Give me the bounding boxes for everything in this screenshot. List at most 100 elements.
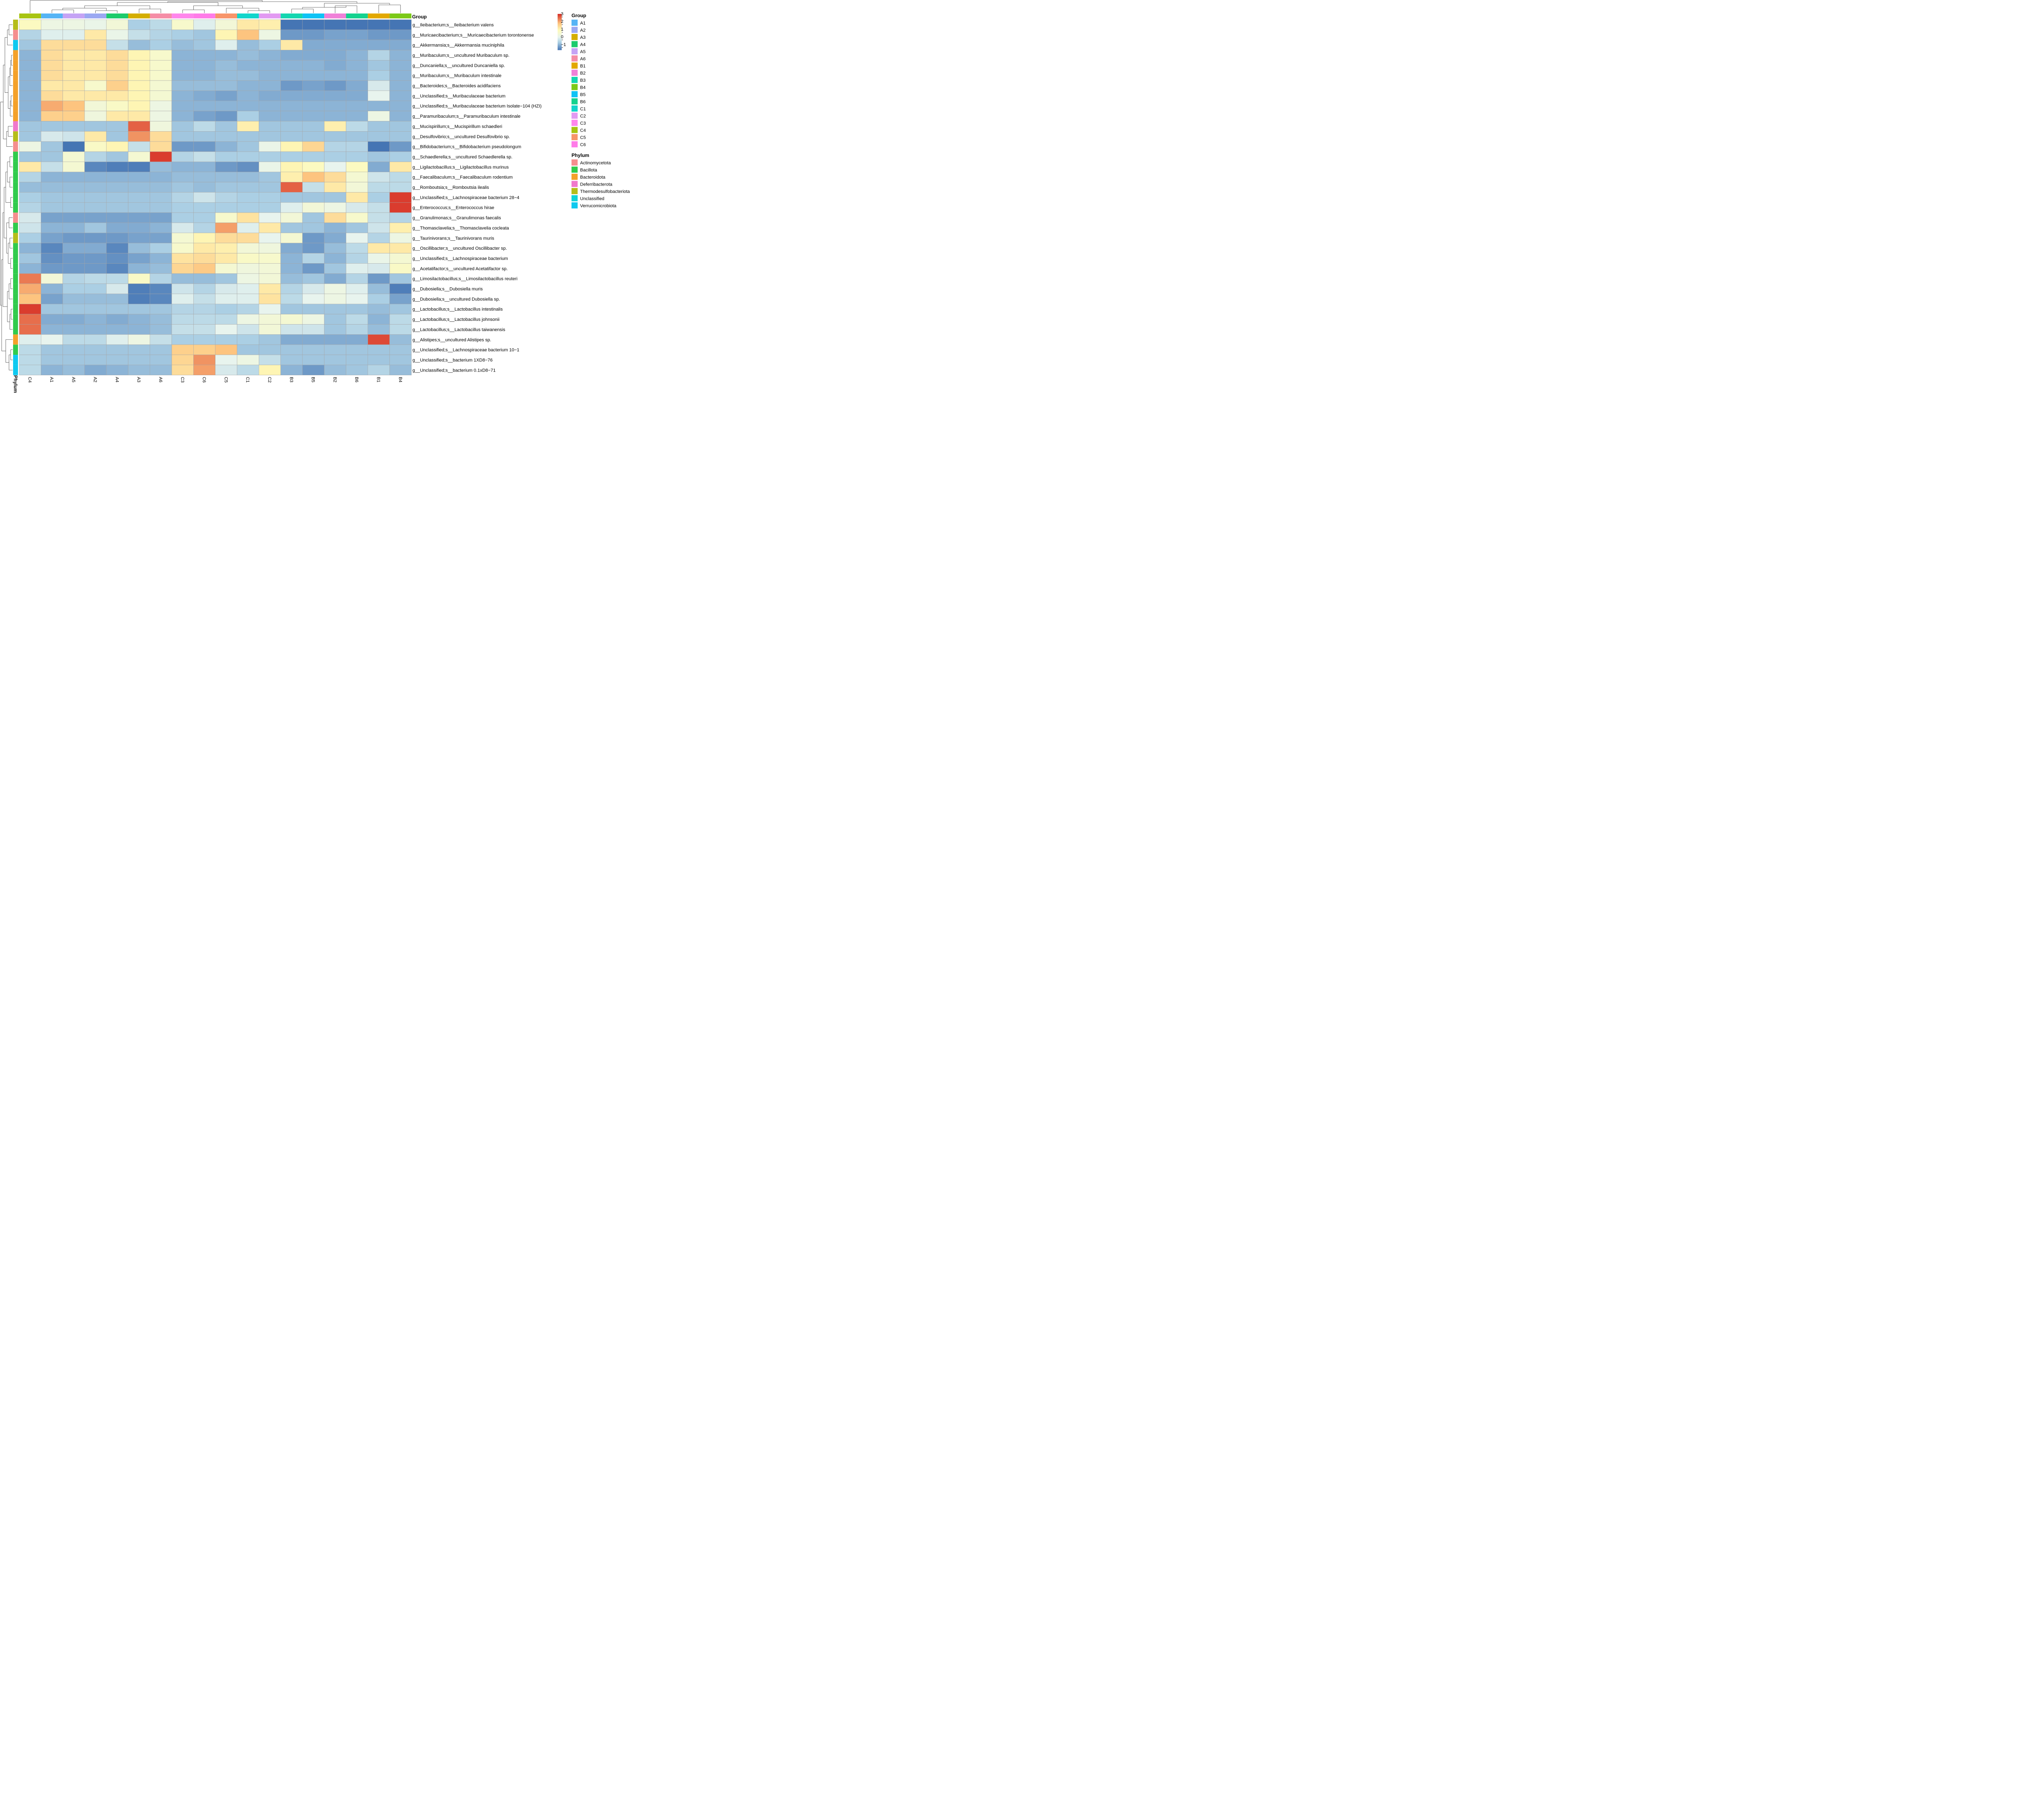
- group-annotation-cell: [259, 13, 281, 18]
- heatmap-cell: [128, 101, 150, 111]
- color-scale-segment: [558, 32, 562, 33]
- phylum-annotation-cell: [13, 50, 18, 60]
- heatmap-cell: [41, 273, 63, 284]
- row-label: g__Limosilactobacillus;s__Limosilactobac…: [412, 277, 518, 282]
- heatmap-cell: [19, 40, 41, 50]
- heatmap-cell: [128, 60, 150, 71]
- heatmap-cell: [389, 365, 412, 376]
- heatmap-cell: [171, 222, 194, 233]
- heatmap-cell: [128, 273, 150, 284]
- heatmap-cell: [324, 314, 346, 325]
- color-scale-segment: [558, 29, 562, 31]
- row-label: g__Muribaculum;s__Muribaculum intestinal…: [412, 74, 502, 78]
- heatmap-cell: [41, 365, 63, 376]
- heatmap-cell: [19, 19, 41, 30]
- heatmap-cell: [368, 40, 390, 50]
- heatmap-cell: [41, 212, 63, 223]
- heatmap-cell: [19, 101, 41, 111]
- phylum-legend-swatch: [572, 202, 578, 208]
- heatmap-cell: [237, 324, 259, 335]
- heatmap-cell: [63, 283, 85, 294]
- heatmap-cell: [389, 212, 412, 223]
- group-legend-swatch: [572, 63, 578, 69]
- heatmap-cell: [280, 365, 303, 376]
- heatmap-cell: [63, 111, 85, 121]
- heatmap-cell: [215, 344, 238, 355]
- heatmap-cell: [280, 101, 303, 111]
- heatmap-cell: [324, 273, 346, 284]
- heatmap-cell: [258, 365, 281, 376]
- heatmap-cell: [258, 253, 281, 264]
- heatmap-cell: [280, 80, 303, 91]
- heatmap-cell: [324, 334, 346, 345]
- heatmap-cell: [106, 222, 128, 233]
- heatmap-cell: [63, 141, 85, 152]
- color-scale-segment: [558, 22, 562, 23]
- color-scale-tick-label: 2: [561, 19, 563, 24]
- heatmap-cell: [215, 19, 238, 30]
- heatmap-cell: [346, 182, 368, 193]
- heatmap-cell: [19, 324, 41, 335]
- heatmap-cell: [215, 253, 238, 264]
- heatmap-cell: [368, 29, 390, 40]
- heatmap-cell: [368, 233, 390, 243]
- heatmap-cell: [84, 40, 107, 50]
- heatmap-cell: [346, 222, 368, 233]
- heatmap-cell: [128, 253, 150, 264]
- heatmap-cell: [237, 182, 259, 193]
- heatmap-cell: [324, 121, 346, 132]
- heatmap-cell: [106, 273, 128, 284]
- heatmap-cell: [150, 354, 172, 365]
- heatmap-cell: [368, 151, 390, 162]
- heatmap-cell: [258, 344, 281, 355]
- heatmap-cell: [128, 243, 150, 253]
- group-legend-label: B4: [580, 85, 585, 90]
- heatmap-cell: [237, 243, 259, 253]
- group-legend-label: B3: [580, 78, 585, 83]
- heatmap-cell: [346, 192, 368, 203]
- phylum-annotation-cell: [13, 101, 18, 111]
- heatmap-cell: [106, 40, 128, 50]
- heatmap-cell: [128, 19, 150, 30]
- heatmap-cell: [41, 161, 63, 172]
- heatmap-cell: [346, 111, 368, 121]
- heatmap-cell: [346, 344, 368, 355]
- heatmap-cell: [128, 29, 150, 40]
- color-scale-segment: [558, 16, 562, 17]
- heatmap-cell: [41, 334, 63, 345]
- heatmap-cell: [41, 233, 63, 243]
- heatmap-cell: [258, 182, 281, 193]
- phylum-legend-swatch: [572, 188, 578, 194]
- heatmap-cell: [324, 222, 346, 233]
- heatmap-cell: [150, 151, 172, 162]
- phylum-legend-swatch: [572, 195, 578, 202]
- heatmap-cell: [63, 293, 85, 305]
- heatmap-cell: [150, 50, 172, 60]
- heatmap-cell: [128, 354, 150, 365]
- heatmap-cell: [128, 50, 150, 60]
- heatmap-cell: [41, 253, 63, 264]
- color-scale-tick-label: −1: [561, 42, 566, 47]
- heatmap-cell: [324, 365, 346, 376]
- heatmap-cell: [63, 80, 85, 91]
- heatmap-cell: [171, 29, 194, 40]
- heatmap-cell: [389, 19, 412, 30]
- heatmap-cell: [302, 121, 325, 132]
- heatmap-cell: [63, 192, 85, 203]
- color-scale-segment: [558, 23, 562, 25]
- row-label: g__Bifidobacterium;s__Bifidobacterium ps…: [412, 145, 521, 150]
- heatmap-cell: [258, 80, 281, 91]
- heatmap-cell: [280, 202, 303, 213]
- heatmap-cell: [237, 273, 259, 284]
- heatmap-cell: [237, 131, 259, 142]
- heatmap-cell: [63, 90, 85, 101]
- heatmap-cell: [128, 344, 150, 355]
- heatmap-cell: [128, 192, 150, 203]
- heatmap-cell: [150, 161, 172, 172]
- color-scale-segment: [558, 18, 562, 19]
- heatmap-cell: [41, 60, 63, 71]
- heatmap-cell: [346, 324, 368, 335]
- heatmap-cell: [41, 80, 63, 91]
- group-legend: Group A1 A2 A3 A4 A5 A6 B1 B2 B3 B4 B5 B6 C1 C2 C3 C4 C5…: [572, 13, 586, 148]
- heatmap-cell: [215, 161, 238, 172]
